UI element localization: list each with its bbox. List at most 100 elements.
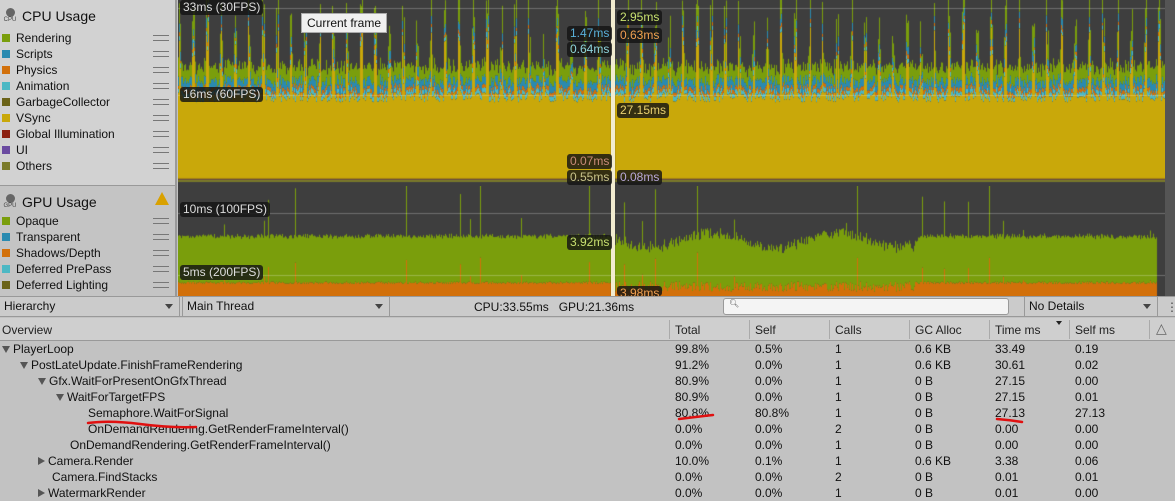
row-total: 10.0% xyxy=(675,454,710,468)
row-time-ms: 33.49 xyxy=(995,342,1026,356)
legend-item-physics[interactable]: Physics xyxy=(2,62,169,78)
drag-handle-icon[interactable] xyxy=(153,147,169,153)
view-dropdown[interactable]: Hierarchy xyxy=(0,297,180,317)
row-time-ms: 27.15 xyxy=(995,374,1026,388)
legend-item-transparent[interactable]: Transparent xyxy=(2,229,169,245)
cpu-usage-module[interactable]: CPU CPU Usage Rendering Scripts Physics Ani… xyxy=(0,0,177,186)
row-calls: 1 xyxy=(835,342,842,356)
others-frame-value: 0.55ms xyxy=(567,170,613,185)
row-self: 0.0% xyxy=(755,390,783,404)
row-name-text: WaitForTargetFPS xyxy=(67,390,166,404)
row-calls: 1 xyxy=(835,486,842,500)
search-input[interactable]: 🔍︎ xyxy=(723,298,1009,315)
drag-handle-icon[interactable] xyxy=(153,83,169,89)
collapsed-arrow-icon[interactable] xyxy=(38,457,45,465)
sort-descending-icon xyxy=(1056,321,1062,325)
drag-handle-icon[interactable] xyxy=(153,115,169,121)
legend-item-shadows-depth[interactable]: Shadows/Depth xyxy=(2,245,169,261)
row-calls: 1 xyxy=(835,406,842,420)
chevron-down-icon xyxy=(165,304,173,309)
drag-handle-icon[interactable] xyxy=(153,67,169,73)
table-row[interactable]: OnDemandRendering.GetRenderFrameInterval… xyxy=(0,437,1175,453)
legend-swatch xyxy=(2,265,10,273)
chart-scrollbar[interactable] xyxy=(1165,0,1175,296)
gpu-usage-chart[interactable] xyxy=(178,186,1165,296)
drag-handle-icon[interactable] xyxy=(153,35,169,41)
row-time-ms: 0.00 xyxy=(995,438,1019,452)
legend-swatch xyxy=(2,130,10,138)
table-header: Overview Total Self Calls GC Alloc Time … xyxy=(0,318,1175,341)
legend-item-garbagecollector[interactable]: GarbageCollector xyxy=(2,94,169,110)
legend-item-animation[interactable]: Animation xyxy=(2,78,169,94)
table-row[interactable]: WaitForTargetFPS 80.9% 0.0% 1 0 B 27.15 … xyxy=(0,389,1175,405)
legend-item-rendering[interactable]: Rendering xyxy=(2,30,169,46)
legend-item-others[interactable]: Others xyxy=(2,158,169,174)
table-row[interactable]: Camera.FindStacks 0.0% 0.0% 2 0 B 0.01 0… xyxy=(0,469,1175,485)
legend-item-deferred-lighting[interactable]: Deferred Lighting xyxy=(2,277,169,293)
drag-handle-icon[interactable] xyxy=(153,51,169,57)
column-total[interactable]: Total xyxy=(675,323,701,337)
row-name: Camera.FindStacks xyxy=(52,469,157,485)
expanded-arrow-icon[interactable] xyxy=(38,378,46,385)
legend-label: Physics xyxy=(16,63,58,77)
table-row[interactable]: PlayerLoop 99.8% 0.5% 1 0.6 KB 33.49 0.1… xyxy=(0,341,1175,357)
row-gc-alloc: 0 B xyxy=(915,422,934,436)
legend-label: Others xyxy=(16,159,53,173)
gpu-gridline-label-10ms: 10ms (100FPS) xyxy=(180,202,271,217)
drag-handle-icon[interactable] xyxy=(153,131,169,137)
legend-label: VSync xyxy=(16,111,51,125)
drag-handle-icon[interactable] xyxy=(153,99,169,105)
row-time-ms: 27.15 xyxy=(995,390,1026,404)
drag-handle-icon[interactable] xyxy=(153,250,169,256)
expanded-arrow-icon[interactable] xyxy=(20,362,28,369)
column-overview[interactable]: Overview xyxy=(2,323,53,337)
table-row[interactable]: Semaphore.WaitForSignal 80.8% 80.8% 1 0 … xyxy=(0,405,1175,421)
column-gc-alloc[interactable]: GC Alloc xyxy=(915,323,962,337)
row-name-text: PlayerLoop xyxy=(13,342,74,356)
column-calls[interactable]: Calls xyxy=(835,323,862,337)
drag-handle-icon[interactable] xyxy=(153,266,169,272)
row-self-ms: 0.00 xyxy=(1075,422,1099,436)
drag-handle-icon[interactable] xyxy=(153,163,169,169)
legend-swatch xyxy=(2,281,10,289)
legend-item-scripts[interactable]: Scripts xyxy=(2,46,169,62)
table-row[interactable]: Camera.Render 10.0% 0.1% 1 0.6 KB 3.38 0… xyxy=(0,453,1175,469)
physics-frame-value: 0.63ms xyxy=(617,28,663,43)
row-gc-alloc: 0 B xyxy=(915,470,934,484)
row-calls: 1 xyxy=(835,390,842,404)
column-time-ms[interactable]: Time ms xyxy=(995,323,1041,337)
table-row[interactable]: PostLateUpdate.FinishFrameRendering 91.2… xyxy=(0,357,1175,373)
gpu-usage-module[interactable]: GPU GPU Usage Opaque Transparent Shadows/D… xyxy=(0,186,177,296)
row-time-ms: 0.01 xyxy=(995,470,1019,484)
expanded-arrow-icon[interactable] xyxy=(56,394,64,401)
row-name-text: Camera.Render xyxy=(48,454,134,468)
current-frame-tooltip: Current frame xyxy=(301,13,388,33)
row-self: 0.0% xyxy=(755,374,783,388)
cpu-icon: CPU xyxy=(3,8,17,24)
row-gc-alloc: 0.6 KB xyxy=(915,358,952,372)
drag-handle-icon[interactable] xyxy=(153,234,169,240)
expanded-arrow-icon[interactable] xyxy=(2,346,10,353)
thread-dropdown[interactable]: Main Thread xyxy=(182,297,390,317)
legend-swatch xyxy=(2,217,10,225)
warning-icon[interactable] xyxy=(155,192,169,205)
table-row[interactable]: Gfx.WaitForPresentOnGfxThread 80.9% 0.0%… xyxy=(0,373,1175,389)
row-total: 80.9% xyxy=(675,390,710,404)
legend-item-global-illumination[interactable]: Global Illumination xyxy=(2,126,169,142)
row-time-ms: 0.00 xyxy=(995,422,1019,436)
details-dropdown[interactable]: No Details xyxy=(1024,297,1158,317)
drag-handle-icon[interactable] xyxy=(153,282,169,288)
legend-item-ui[interactable]: UI xyxy=(2,142,169,158)
collapsed-arrow-icon[interactable] xyxy=(38,489,45,497)
drag-handle-icon[interactable] xyxy=(153,218,169,224)
row-calls: 2 xyxy=(835,422,842,436)
legend-item-opaque[interactable]: Opaque xyxy=(2,213,169,229)
current-frame-marker[interactable] xyxy=(611,0,615,296)
warning-column-icon[interactable]: △ xyxy=(1156,320,1167,336)
column-self[interactable]: Self xyxy=(755,323,776,337)
legend-item-vsync[interactable]: VSync xyxy=(2,110,169,126)
more-options-icon[interactable]: ⋮ xyxy=(1166,300,1175,314)
column-self-ms[interactable]: Self ms xyxy=(1075,323,1116,337)
legend-item-deferred-prepass[interactable]: Deferred PrePass xyxy=(2,261,169,277)
